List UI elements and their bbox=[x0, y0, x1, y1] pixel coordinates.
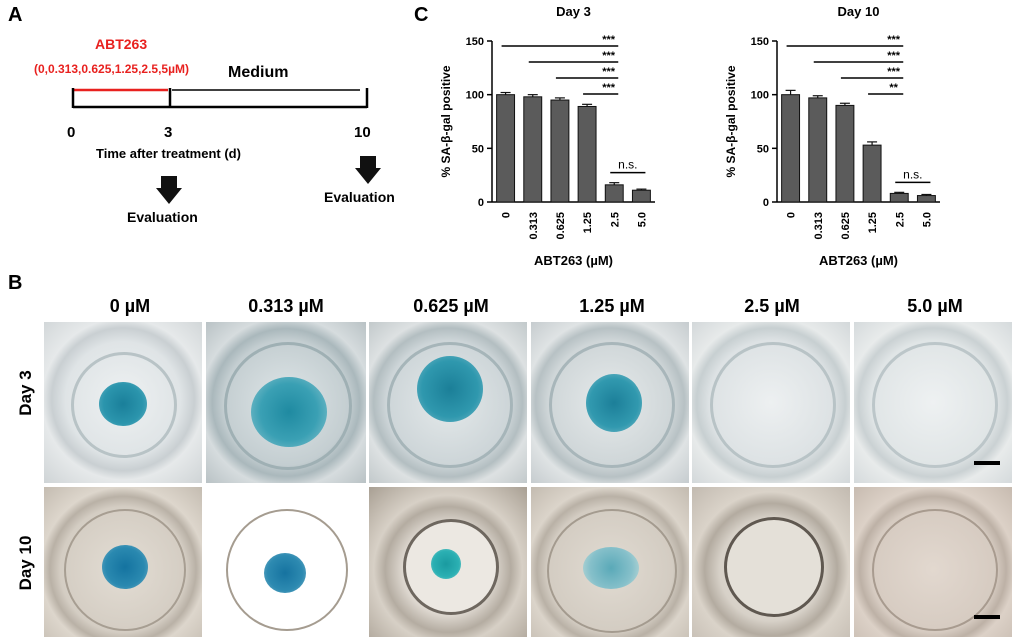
well-photo-day3-0uM bbox=[44, 322, 202, 483]
day3-xtick-label-3: 1.25 bbox=[582, 212, 594, 233]
day10-ytick-label-3: 150 bbox=[751, 36, 769, 48]
day3-ytick-label-1: 50 bbox=[472, 143, 484, 155]
day3-sig-label-1: *** bbox=[602, 50, 616, 62]
day10-bar-5 bbox=[916, 195, 936, 203]
well-photo-day10-125uM bbox=[531, 487, 689, 637]
stain-spot bbox=[431, 549, 461, 579]
day3-bar-0 bbox=[496, 94, 516, 203]
day10-sig-label-2: *** bbox=[887, 66, 901, 78]
timeline bbox=[71, 88, 369, 109]
column-header-25uM: 2.5 µM bbox=[744, 296, 800, 316]
day10-xtick-label-2: 0.625 bbox=[840, 212, 852, 240]
day10-ytick-label-1: 50 bbox=[757, 143, 769, 155]
day10-title: Day 10 bbox=[838, 4, 880, 19]
column-header-0625uM: 0.625 µM bbox=[413, 296, 489, 316]
day10-xtick-label-0: 0 bbox=[786, 212, 798, 218]
day3-bar-3 bbox=[577, 105, 597, 203]
tick-label-10: 10 bbox=[354, 124, 371, 141]
column-header-50uM: 5.0 µM bbox=[907, 296, 963, 316]
day10-xtick-label-5: 5.0 bbox=[921, 212, 933, 227]
day3-xtick-label-1: 0.313 bbox=[528, 212, 540, 240]
day3-ytick-label-0: 0 bbox=[478, 197, 484, 209]
medium-label: Medium bbox=[228, 64, 289, 81]
day10-bar-0 bbox=[781, 94, 801, 203]
day10-bar-1 bbox=[808, 97, 828, 203]
day10-ytick-label-0: 0 bbox=[763, 197, 769, 209]
day3-bar-4 bbox=[604, 184, 624, 203]
evaluation-label-right: Evaluation bbox=[324, 189, 395, 205]
column-header-0313uM: 0.313 µM bbox=[248, 296, 324, 316]
day10-xtick-label-3: 1.25 bbox=[867, 212, 879, 233]
day3-xtick-label-2: 0.625 bbox=[555, 212, 567, 240]
day10-xtick-label-1: 0.313 bbox=[813, 212, 825, 240]
well-photo-day3-0625uM bbox=[369, 322, 527, 483]
day3-ytick-label-3: 150 bbox=[466, 36, 484, 48]
day10-xtick-label-4: 2.5 bbox=[894, 212, 906, 227]
tick-label-3: 3 bbox=[164, 124, 173, 141]
day3-xtick-label-5: 5.0 bbox=[636, 212, 648, 227]
day3-sig-label-0: *** bbox=[602, 34, 616, 46]
day10-bar-3 bbox=[862, 144, 882, 203]
stain-spot bbox=[586, 374, 642, 432]
arrow-down-icon-left bbox=[156, 176, 182, 204]
stain-spot bbox=[264, 553, 306, 593]
stain-spot bbox=[583, 547, 639, 589]
scale-bar-day3 bbox=[974, 461, 1000, 465]
day3-ytick-label-2: 100 bbox=[466, 90, 484, 102]
stain-spot bbox=[417, 356, 483, 422]
day3-sig-label-2: *** bbox=[602, 66, 616, 78]
day10-sig-label-1: *** bbox=[887, 50, 901, 62]
day3-bar-1 bbox=[523, 96, 543, 203]
panel-c-letter: C bbox=[414, 4, 429, 26]
day3-xtick-label-4: 2.5 bbox=[609, 212, 621, 227]
day10-bar-4 bbox=[889, 192, 909, 203]
day3-title: Day 3 bbox=[556, 4, 591, 19]
day10-bar-2 bbox=[835, 104, 855, 203]
row-label-day3: Day 3 bbox=[16, 370, 35, 416]
well-photo-day3-25uM bbox=[692, 322, 850, 483]
column-header-0uM: 0 µM bbox=[109, 296, 151, 316]
well-photo-day3-0313uM bbox=[206, 322, 366, 483]
well-photo-day10-0625uM bbox=[369, 487, 527, 637]
drug-label: ABT263 bbox=[95, 36, 148, 52]
well-photo-day10-50uM bbox=[854, 487, 1012, 637]
stain-spot bbox=[99, 382, 147, 426]
stain-spot bbox=[251, 377, 327, 447]
day10-sig-label-0: *** bbox=[887, 34, 901, 46]
column-header-125uM: 1.25 µM bbox=[579, 296, 645, 316]
panel-a-letter: A bbox=[8, 4, 23, 26]
day3-xlabel: ABT263 (µM) bbox=[534, 253, 613, 268]
day3-sig-label-4: n.s. bbox=[618, 158, 637, 172]
day3-bar-5 bbox=[631, 189, 651, 203]
day3-sig-label-3: *** bbox=[602, 82, 616, 94]
day10-ytick-label-2: 100 bbox=[751, 90, 769, 102]
day3-xtick-label-0: 0 bbox=[501, 212, 513, 218]
day10-xlabel: ABT263 (µM) bbox=[819, 253, 898, 268]
panel-b-letter: B bbox=[8, 272, 23, 294]
concentration-list: (0,0.313,0.625,1.25,2.5,5µM) bbox=[34, 62, 190, 76]
row-label-day10: Day 10 bbox=[16, 535, 35, 591]
tick-label-0: 0 bbox=[67, 124, 76, 141]
stain-spot bbox=[102, 545, 148, 589]
arrow-down-icon-right bbox=[355, 156, 381, 184]
chart-day3: Day 3 0 50 100 150 % SA-β-gal positive 0 0.313 0… bbox=[439, 4, 655, 268]
well-photo-day10-0uM bbox=[44, 487, 202, 637]
day3-ylabel: % SA-β-gal positive bbox=[439, 65, 453, 177]
day10-ylabel: % SA-β-gal positive bbox=[724, 65, 738, 177]
day3-bar-2 bbox=[550, 99, 570, 203]
evaluation-label-left: Evaluation bbox=[127, 209, 198, 225]
well-photo-day3-125uM bbox=[531, 322, 689, 483]
well-photo-day3-50uM bbox=[854, 322, 1012, 483]
day10-sig-label-3: ** bbox=[889, 82, 898, 94]
time-axis-label: Time after treatment (d) bbox=[96, 146, 241, 161]
scale-bar-day10 bbox=[974, 615, 1000, 619]
day10-sig-label-4: n.s. bbox=[903, 167, 922, 181]
chart-day10: Day 10 0 50 100 150 % SA-β-gal positive 0 0.313… bbox=[724, 4, 940, 268]
well-photo-day10-0313uM bbox=[206, 487, 366, 637]
well-photo-day10-25uM bbox=[692, 487, 850, 637]
